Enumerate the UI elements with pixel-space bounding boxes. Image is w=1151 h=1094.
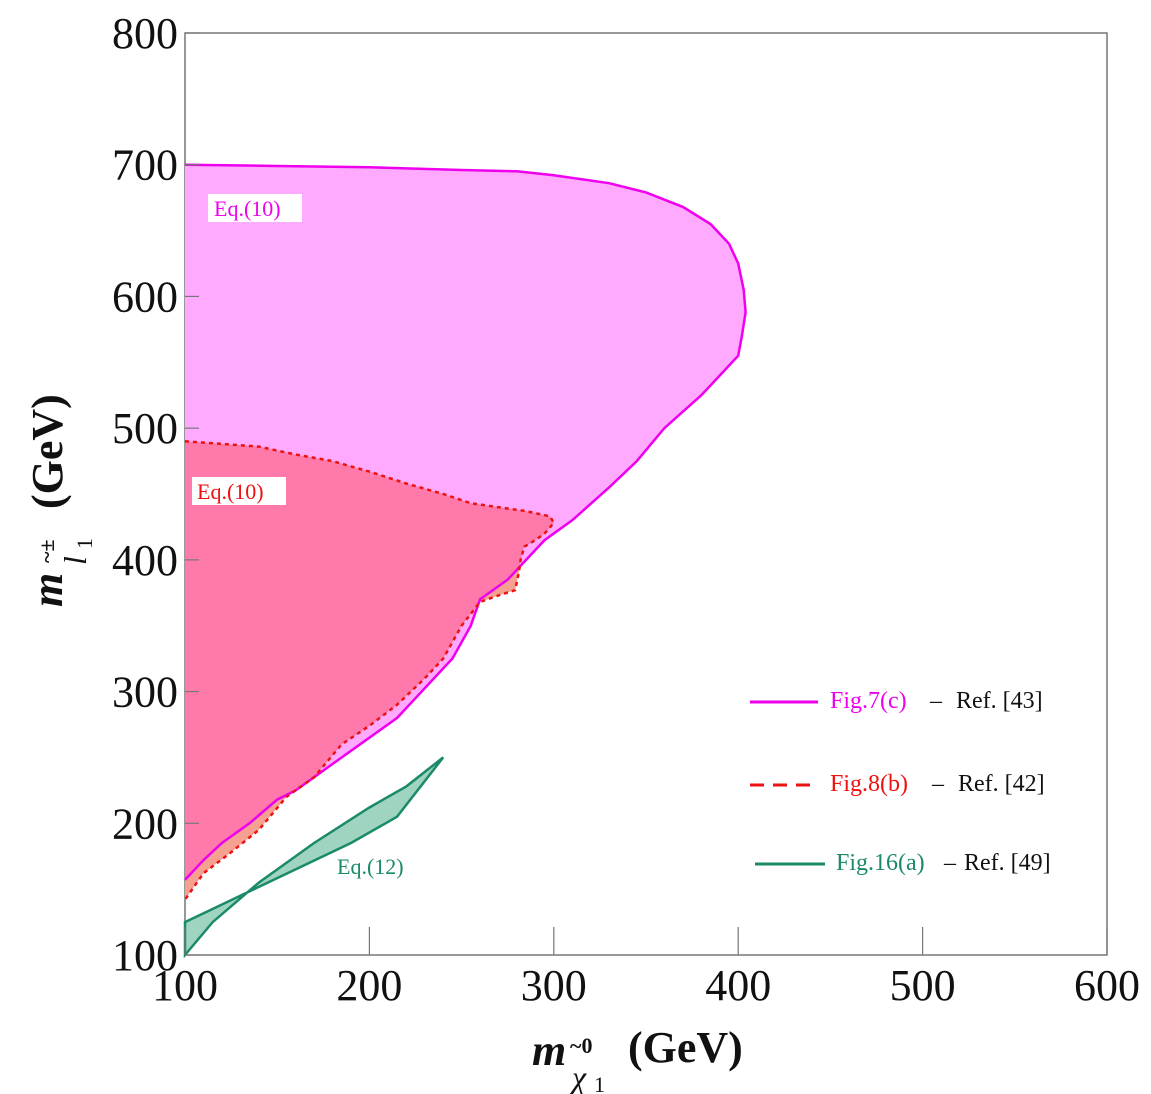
region-fig8b-fill-overlap	[185, 441, 554, 880]
legend-item-fig8b: Fig.8(b) – Ref. [42]	[750, 771, 1045, 797]
x-tick-label-600: 600	[1074, 961, 1140, 1010]
legend-ref-fig7c: Ref. [43]	[956, 688, 1043, 714]
y-tick-label-300: 300	[112, 668, 178, 717]
y-axis-title-sub-top: ~±	[34, 539, 59, 563]
region-label-magenta-text: Eq.(10)	[214, 196, 281, 221]
x-axis-title-sub-symbol: χ	[569, 1059, 587, 1094]
legend-dash-fig8b: –	[931, 771, 945, 797]
legend-figure-fig7c: Fig.7(c)	[830, 688, 907, 714]
x-axis-title-sub-index: 1	[594, 1072, 605, 1094]
region-label-magenta: Eq.(10)	[208, 194, 302, 222]
x-tick-label-400: 400	[705, 961, 771, 1010]
legend-item-fig16a: Fig.16(a) – Ref. [49]	[755, 850, 1051, 876]
y-axis-title: m ~± l 1 (GeV)	[23, 394, 97, 607]
region-fig8b-boundary	[183, 440, 556, 901]
y-axis-title-unit: (GeV)	[23, 394, 72, 509]
y-tick-label-600: 600	[112, 272, 178, 321]
y-tick-label-500: 500	[112, 404, 178, 453]
region-label-red: Eq.(10)	[192, 477, 286, 505]
legend-dash-fig16a: –	[943, 850, 957, 876]
legend-item-fig7c: Fig.7(c) – Ref. [43]	[750, 688, 1043, 714]
region-label-green-text: Eq.(12)	[337, 854, 404, 879]
x-tick-label-300: 300	[521, 961, 587, 1010]
region-fig7c-boundary	[184, 163, 747, 881]
x-axis-title-sub-top: ~0	[570, 1033, 592, 1058]
x-axis-title: m ~0 χ 1 (GeV)	[532, 1023, 743, 1094]
y-tick-label-800: 800	[112, 9, 178, 58]
x-tick-label-100: 100	[152, 961, 218, 1010]
x-axis-title-base: m	[532, 1026, 566, 1075]
y-tick-label-700: 700	[112, 141, 178, 190]
regions-layer	[183, 163, 747, 959]
y-tick-label-200: 200	[112, 799, 178, 848]
legend-dash-fig7c: –	[929, 688, 943, 714]
y-tick-label-400: 400	[112, 536, 178, 585]
y-axis-title-base: m	[23, 573, 72, 607]
x-axis-title-unit: (GeV)	[628, 1023, 743, 1072]
region-fig16a	[183, 756, 445, 959]
y-axis-title-sub-symbol: l	[57, 556, 93, 565]
legend-figure-fig16a: Fig.16(a)	[836, 850, 925, 876]
x-tick-label-200: 200	[336, 961, 402, 1010]
region-label-red-text: Eq.(10)	[197, 479, 264, 504]
x-tick-label-500: 500	[890, 961, 956, 1010]
legend: Fig.7(c) – Ref. [43] Fig.8(b) – Ref. [42…	[750, 688, 1051, 876]
legend-ref-fig8b: Ref. [42]	[958, 771, 1045, 797]
y-axis-title-sub-index: 1	[72, 538, 97, 549]
legend-figure-fig8b: Fig.8(b)	[830, 771, 908, 797]
legend-ref-fig16a: Ref. [49]	[964, 850, 1051, 876]
y-tick-label-100: 100	[112, 931, 178, 980]
tick-layer: 100 200 300 400 500 600 100 200 300 400 500 600 700 8…	[112, 9, 1140, 1010]
